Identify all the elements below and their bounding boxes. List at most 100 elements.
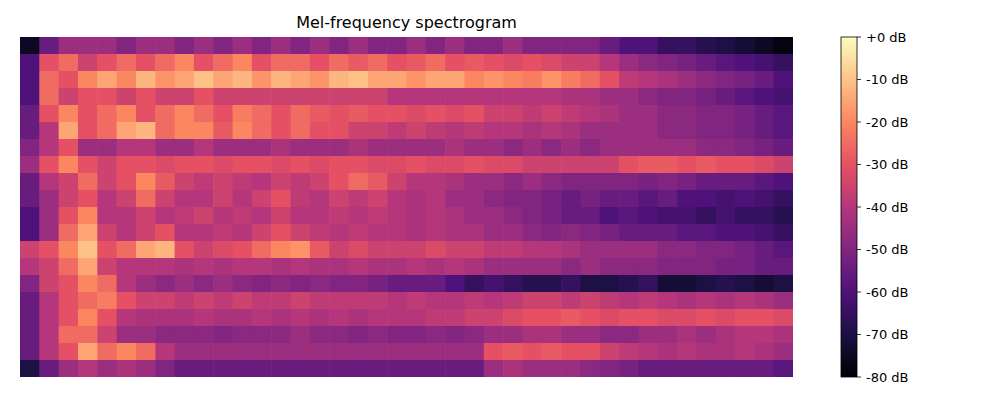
cell bbox=[136, 88, 156, 106]
cell bbox=[542, 275, 562, 293]
cell bbox=[136, 326, 156, 344]
cell bbox=[252, 156, 272, 174]
cell bbox=[349, 343, 369, 361]
cell bbox=[677, 88, 697, 106]
cell bbox=[426, 224, 446, 242]
cell bbox=[600, 292, 620, 310]
cell bbox=[774, 360, 793, 377]
cell bbox=[59, 105, 79, 123]
cell bbox=[503, 343, 523, 361]
cell bbox=[155, 122, 175, 140]
cell bbox=[754, 207, 774, 225]
cell bbox=[484, 326, 504, 344]
cell bbox=[542, 292, 562, 310]
cell bbox=[117, 309, 137, 327]
cell bbox=[658, 139, 678, 157]
cell bbox=[735, 156, 755, 174]
cell bbox=[735, 173, 755, 191]
cell bbox=[368, 173, 388, 191]
cell bbox=[503, 275, 523, 293]
cell bbox=[464, 309, 484, 327]
cell bbox=[155, 190, 175, 208]
cell bbox=[233, 241, 253, 259]
cell bbox=[194, 156, 214, 174]
cell bbox=[696, 139, 716, 157]
cell bbox=[310, 360, 330, 377]
chart: Mel-frequency spectrogram+0 dB-10 dB-20 … bbox=[0, 0, 1000, 400]
cell bbox=[600, 190, 620, 208]
cell bbox=[175, 71, 195, 89]
cell bbox=[329, 122, 349, 140]
cell bbox=[619, 360, 639, 377]
cell bbox=[638, 275, 658, 293]
cell bbox=[503, 71, 523, 89]
cell bbox=[619, 241, 639, 259]
cell bbox=[561, 173, 581, 191]
cell bbox=[580, 309, 600, 327]
cell bbox=[39, 139, 59, 157]
cell bbox=[754, 326, 774, 344]
cell bbox=[368, 71, 388, 89]
cell bbox=[774, 343, 793, 361]
cell bbox=[368, 241, 388, 259]
cell bbox=[561, 105, 581, 123]
cell bbox=[445, 207, 465, 225]
cell bbox=[291, 207, 311, 225]
cell bbox=[542, 54, 562, 72]
cell bbox=[426, 122, 446, 140]
cell bbox=[600, 37, 620, 55]
cell bbox=[59, 37, 79, 55]
cell bbox=[484, 88, 504, 106]
colorbar-tick-label: -20 dB bbox=[866, 115, 909, 130]
cell bbox=[117, 37, 137, 55]
cell bbox=[580, 224, 600, 242]
cell bbox=[291, 224, 311, 242]
cell bbox=[580, 343, 600, 361]
cell bbox=[445, 88, 465, 106]
cell bbox=[445, 275, 465, 293]
cell bbox=[368, 88, 388, 106]
cell bbox=[774, 224, 793, 242]
cell bbox=[213, 343, 233, 361]
cell bbox=[155, 343, 175, 361]
cell bbox=[484, 122, 504, 140]
cell bbox=[368, 122, 388, 140]
cell bbox=[329, 156, 349, 174]
cell bbox=[754, 309, 774, 327]
cell bbox=[387, 105, 407, 123]
cell bbox=[407, 275, 427, 293]
cell bbox=[619, 258, 639, 276]
cell bbox=[20, 139, 40, 157]
cell bbox=[696, 105, 716, 123]
cell bbox=[561, 343, 581, 361]
cell bbox=[175, 190, 195, 208]
cell bbox=[774, 275, 793, 293]
cell bbox=[136, 54, 156, 72]
cell bbox=[368, 54, 388, 72]
cell bbox=[503, 241, 523, 259]
cell bbox=[600, 88, 620, 106]
cell bbox=[117, 122, 137, 140]
cell bbox=[213, 207, 233, 225]
colorbar-tick bbox=[857, 292, 861, 293]
cell bbox=[97, 37, 117, 55]
cell bbox=[407, 122, 427, 140]
cell bbox=[252, 326, 272, 344]
cell bbox=[155, 360, 175, 377]
cell bbox=[252, 139, 272, 157]
colorbar-tick bbox=[857, 122, 861, 123]
cell bbox=[600, 207, 620, 225]
cell bbox=[716, 156, 736, 174]
cell bbox=[252, 360, 272, 377]
cell bbox=[754, 241, 774, 259]
cell bbox=[175, 224, 195, 242]
cell bbox=[194, 88, 214, 106]
cell bbox=[619, 105, 639, 123]
cell bbox=[677, 224, 697, 242]
cell bbox=[464, 88, 484, 106]
cell bbox=[484, 207, 504, 225]
cell bbox=[464, 241, 484, 259]
cell bbox=[39, 88, 59, 106]
cell bbox=[407, 37, 427, 55]
cell bbox=[561, 292, 581, 310]
